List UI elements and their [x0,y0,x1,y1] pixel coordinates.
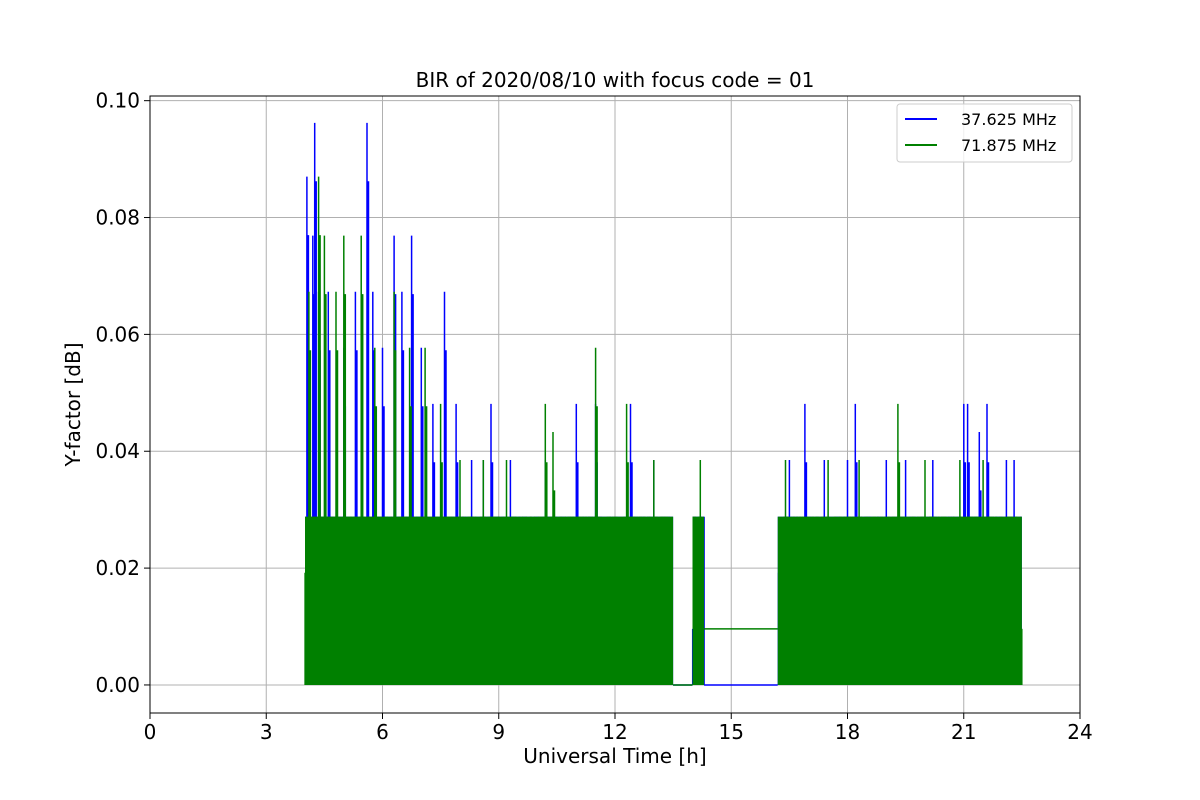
x-tick-label: 15 [719,720,744,744]
ticks: 0 3 6 9 12 15 18 21 24 0.00 0.02 0.04 0.06 0.08 0.10 [95,89,1092,744]
y-tick-label: 0.00 [95,673,140,697]
legend-box [896,103,1073,163]
series-line-segment [778,403,1023,685]
x-tick-label: 21 [951,720,976,744]
series-line-segment [692,460,703,685]
legend-label-71-mhz: 71.875 MHz [961,136,1056,155]
series-line-segment [304,176,671,685]
series-1 [304,176,1023,686]
legend-label-37-mhz: 37.625 MHz [961,110,1056,129]
x-tick-label: 24 [1067,720,1092,744]
chart-title: BIR of 2020/08/10 with focus code = 01 [416,68,815,92]
legend: 37.625 MHz 71.875 MHz [896,103,1073,163]
y-tick-label: 0.02 [95,556,140,580]
x-tick-label: 9 [492,720,505,744]
plot-area [304,122,1023,686]
y-tick-label: 0.08 [95,206,140,230]
y-axis-label: Y-factor [dB] [61,342,85,467]
y-tick-label: 0.04 [95,439,140,463]
y-tick-label: 0.06 [95,322,140,346]
x-tick-label: 12 [602,720,627,744]
x-tick-label: 0 [144,720,157,744]
x-tick-label: 18 [835,720,860,744]
x-tick-label: 3 [260,720,273,744]
y-tick-label: 0.10 [95,89,140,113]
x-tick-label: 6 [376,720,389,744]
x-axis-label: Universal Time [h] [523,744,706,768]
